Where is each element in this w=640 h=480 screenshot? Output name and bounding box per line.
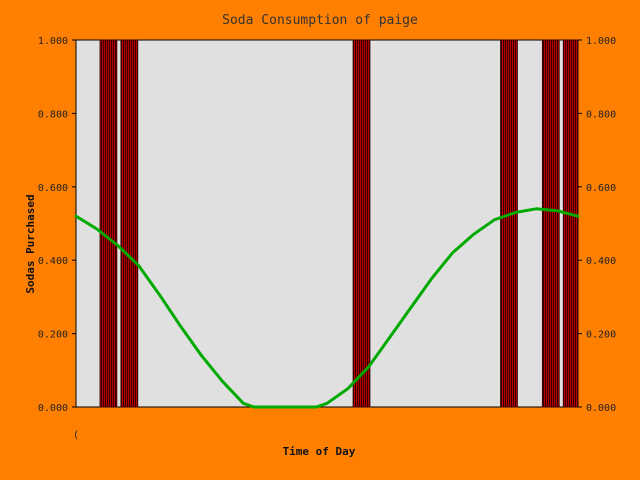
- bar-6: [562, 39, 579, 408]
- bars-layer: [99, 39, 579, 408]
- bar-1: [99, 39, 118, 408]
- y-tick-label-left: 0.800: [38, 109, 68, 120]
- y-tick-label-left: 1.000: [38, 36, 68, 47]
- chart-title: Soda Consumption of paige: [222, 13, 418, 28]
- y-tick-label-left: 0.000: [38, 403, 68, 414]
- x-tick-label: (: [73, 430, 79, 441]
- y-tick-label-right: 1.000: [586, 36, 616, 47]
- bar-2: [120, 39, 139, 408]
- trend-line-layer: [74, 207, 580, 409]
- y-tick-label-right: 0.000: [586, 403, 616, 414]
- y-axis-left: 0.000 0.200 0.400 0.600 0.800 1.000: [38, 36, 76, 414]
- bar-3: [352, 39, 371, 408]
- y-tick-label-left: 0.600: [38, 183, 68, 194]
- y-tick-label-right: 0.400: [586, 256, 616, 267]
- trend-line: [74, 207, 580, 409]
- y-tick-label-right: 0.800: [586, 109, 616, 120]
- x-axis-title: Time of Day: [283, 445, 356, 458]
- y-axis-title: Sodas Purchased: [24, 194, 37, 293]
- bar-4: [500, 39, 518, 408]
- plot-area: [75, 39, 579, 408]
- y-tick-label-right: 0.200: [586, 330, 616, 341]
- y-tick-label-right: 0.600: [586, 183, 616, 194]
- y-tick-label-left: 0.400: [38, 256, 68, 267]
- y-axis-right: 0.000 0.200 0.400 0.600 0.800 1.000: [578, 36, 616, 414]
- bar-5: [541, 39, 560, 408]
- y-tick-label-left: 0.200: [38, 330, 68, 341]
